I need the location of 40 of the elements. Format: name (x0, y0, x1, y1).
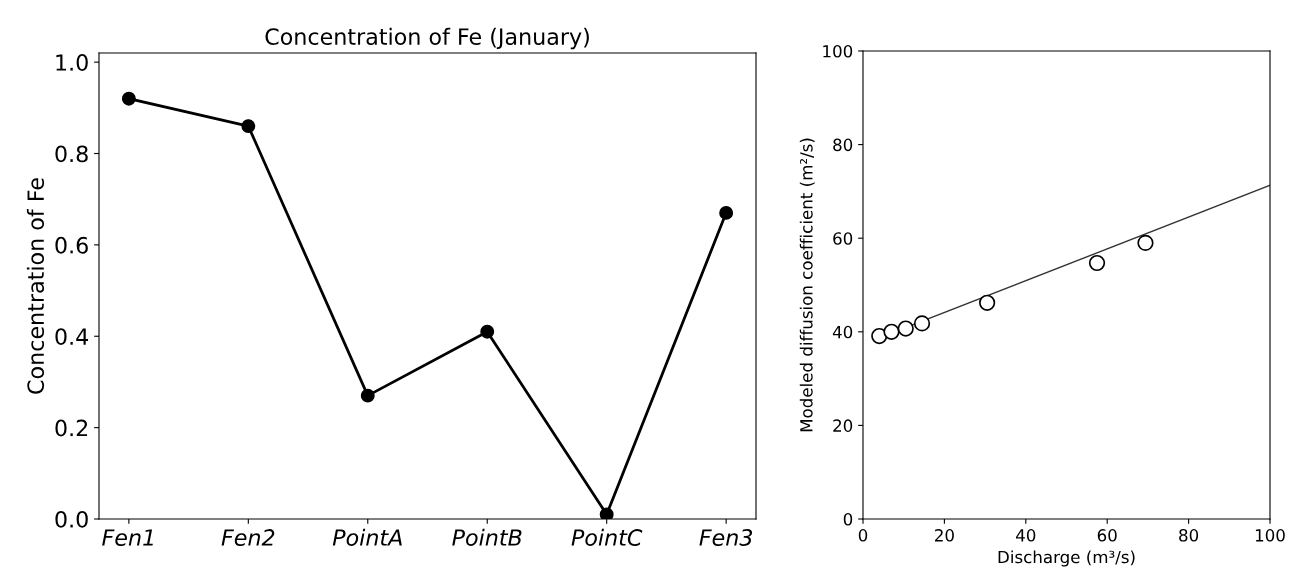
y-axis-title: Concentration of Fe (26, 178, 45, 394)
y-tick-label: 0.8 (55, 145, 88, 163)
x-tick-label: 40 (1016, 529, 1036, 542)
y-tick-label: 40 (832, 325, 853, 339)
x-tick-label: PointC (571, 528, 643, 546)
point (360, 388, 375, 403)
x-tick-label: Fen2 (221, 529, 275, 546)
point (719, 205, 734, 220)
point (480, 324, 495, 339)
x-tick-label: 0 (858, 529, 868, 542)
y-tick-label: 80 (833, 138, 853, 152)
point (1088, 254, 1106, 272)
y-tick-label: 0.2 (55, 419, 88, 437)
point (913, 315, 931, 332)
point (883, 323, 900, 340)
x-tick-label: PointB (452, 528, 522, 546)
x-tick-label: 20 (935, 529, 954, 542)
x-tick-label: 100 (1255, 529, 1285, 542)
y-tick-label: 60 (833, 232, 853, 245)
point (1137, 234, 1154, 251)
y-tick-label: 0.6 (55, 236, 88, 254)
y-tick-label: 100 (823, 44, 853, 58)
y-tick-label: 20 (833, 419, 853, 432)
x-tick-label: 60 (1097, 529, 1117, 542)
point (897, 320, 914, 337)
x-tick-label: Fen3 (699, 529, 753, 546)
chart-title: Concentration of Fe (January) (265, 27, 589, 50)
y-tick-label: 0.0 (55, 510, 88, 528)
x-tick-label: Fen1 (102, 529, 153, 546)
y-axis-title: Modeled diffusion coefficient (m²/s) (799, 138, 815, 432)
point (241, 119, 256, 134)
y-tick-label: 1.0 (56, 54, 88, 71)
point (121, 91, 136, 106)
y-tick-label: 0.4 (55, 328, 89, 346)
x-axis-title: Discharge (m³/s) (998, 550, 1135, 567)
x-tick-label: PointA (332, 528, 402, 546)
point (979, 294, 996, 311)
x-tick-label: 80 (1179, 529, 1199, 542)
y-tick-label: 0 (843, 512, 853, 526)
point (599, 507, 614, 519)
